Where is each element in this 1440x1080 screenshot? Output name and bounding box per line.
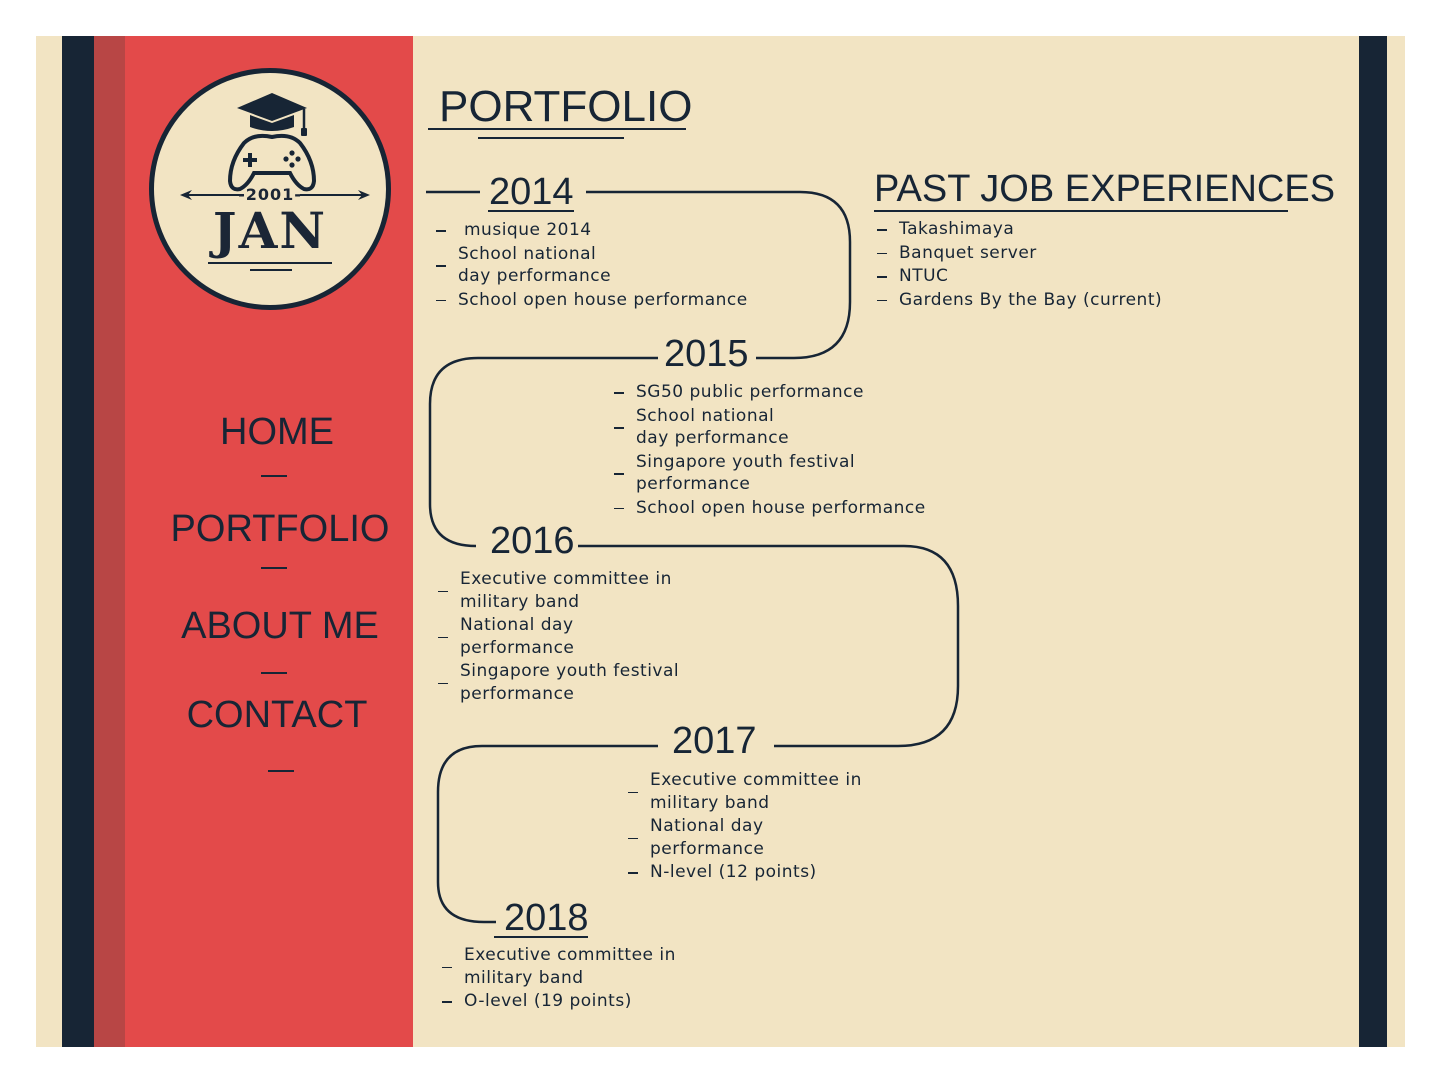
list-item: School open house performance: [614, 497, 984, 520]
nav-divider: [268, 770, 294, 772]
list-item: Takashimaya: [877, 218, 1237, 241]
nav-contact[interactable]: CONTACT: [186, 694, 368, 736]
list-item: Singapore youth festival performance: [438, 660, 700, 705]
list-item: Executive committee in military band: [438, 568, 690, 613]
list-item: School national day performance: [614, 405, 806, 450]
title-underline-short: [478, 137, 624, 139]
timeline-path: [426, 190, 960, 924]
page-frame: -2001- JAN HOME PORTFOLIO ABOUT ME CONTA…: [36, 36, 1405, 1047]
year-2017: 2017: [672, 720, 757, 762]
gamepad-graduation-icon: [180, 93, 370, 271]
year-2018: 2018: [504, 897, 589, 939]
list-item: School open house performance: [436, 289, 796, 312]
list-item: Gardens By the Bay (current): [877, 289, 1237, 312]
list-item: Executive committee in military band: [628, 769, 880, 814]
list-item: National day performance: [438, 614, 600, 659]
list-item: Executive committee in military band: [442, 944, 694, 989]
nav-divider: [261, 672, 287, 674]
nav-portfolio[interactable]: PORTFOLIO: [170, 508, 390, 550]
title-underline: [428, 128, 686, 130]
list-item: School national day performance: [436, 243, 628, 288]
right-navy-stripe: [1359, 36, 1387, 1047]
logo-year: -2001-: [238, 185, 302, 204]
entries-2014: musique 2014 School national day perform…: [436, 219, 796, 312]
list-item: musique 2014: [436, 219, 796, 242]
year-underline: [494, 936, 588, 938]
entries-2015: SG50 public performance School national …: [614, 381, 984, 520]
nav-home[interactable]: HOME: [220, 411, 334, 453]
list-item: O-level (19 points): [442, 990, 742, 1013]
year-underline: [488, 210, 574, 212]
jobs-title-underline: [874, 210, 1288, 212]
list-item: NTUC: [877, 265, 1237, 288]
jobs-title: PAST JOB EXPERIENCES: [874, 168, 1336, 210]
nav-about-me[interactable]: ABOUT ME: [181, 605, 379, 647]
year-2016: 2016: [490, 520, 575, 562]
list-item: N-level (12 points): [628, 861, 928, 884]
page-title: PORTFOLIO: [439, 82, 693, 131]
entries-2016: Executive committee in military band Nat…: [438, 568, 738, 706]
left-navy-stripe: [62, 36, 94, 1047]
left-dark-red-stripe: [94, 36, 125, 1047]
list-item: SG50 public performance: [614, 381, 984, 404]
year-2014: 2014: [489, 171, 574, 213]
logo-badge[interactable]: -2001- JAN: [149, 68, 391, 310]
year-2015: 2015: [664, 333, 749, 375]
list-item: Singapore youth festival performance: [614, 451, 876, 496]
list-item: Banquet server: [877, 242, 1237, 265]
logo-name: JAN: [212, 201, 328, 260]
nav-divider: [261, 475, 287, 477]
nav-divider: [261, 567, 287, 569]
jobs-list: Takashimaya Banquet server NTUC Gardens …: [877, 218, 1237, 312]
entries-2018: Executive committee in military band O-l…: [442, 944, 742, 1014]
entries-2017: Executive committee in military band Nat…: [628, 769, 928, 885]
list-item: National day performance: [628, 815, 790, 860]
